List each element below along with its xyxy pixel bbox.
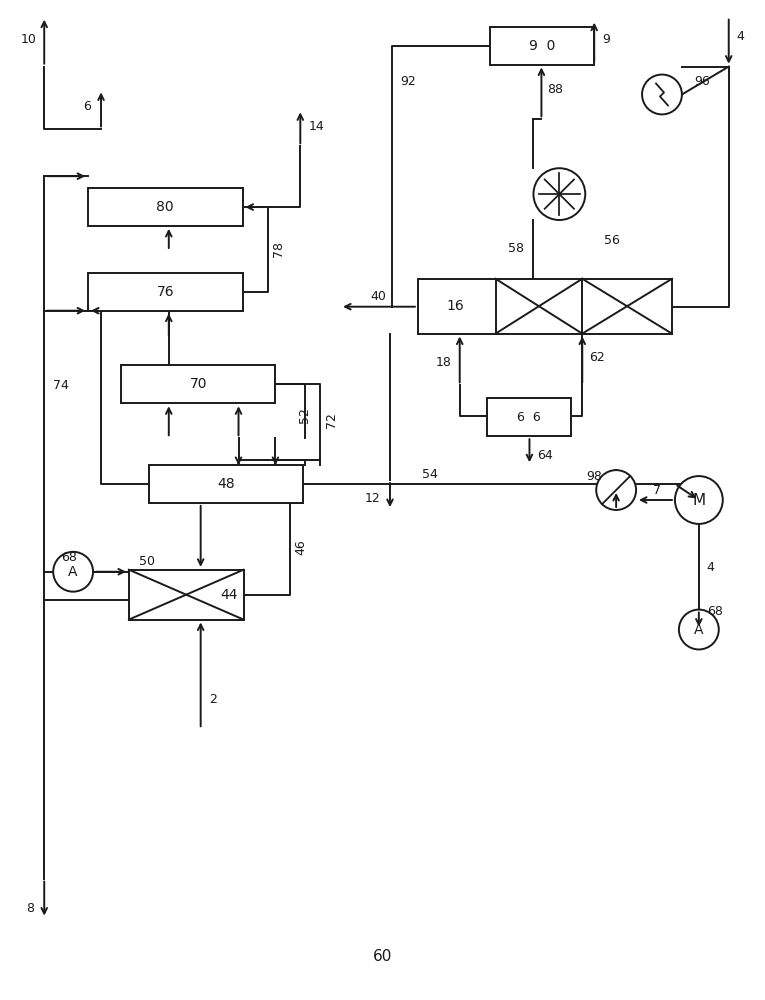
Text: 70: 70 xyxy=(190,377,207,391)
Text: 7: 7 xyxy=(653,484,661,497)
Text: 8: 8 xyxy=(26,902,34,915)
Text: 98: 98 xyxy=(586,470,602,483)
Text: 50: 50 xyxy=(139,555,155,568)
Bar xyxy=(487,398,571,436)
Text: 9: 9 xyxy=(602,33,610,46)
Text: 48: 48 xyxy=(217,477,235,491)
Circle shape xyxy=(642,75,682,114)
Text: 96: 96 xyxy=(694,75,710,88)
Text: 58: 58 xyxy=(509,242,525,255)
Bar xyxy=(149,465,303,503)
Bar xyxy=(88,273,243,311)
Text: M: M xyxy=(692,493,705,508)
Text: 14: 14 xyxy=(308,120,324,133)
Bar xyxy=(129,570,243,620)
Circle shape xyxy=(54,552,93,592)
Text: 72: 72 xyxy=(325,412,338,428)
Circle shape xyxy=(675,476,723,524)
Text: 2: 2 xyxy=(209,693,216,706)
Text: 16: 16 xyxy=(447,299,464,313)
Text: 60: 60 xyxy=(373,949,392,964)
Circle shape xyxy=(596,470,636,510)
Text: 54: 54 xyxy=(422,468,438,481)
Text: 12: 12 xyxy=(364,492,380,505)
Text: 10: 10 xyxy=(21,33,36,46)
Text: 40: 40 xyxy=(370,290,386,303)
Text: 52: 52 xyxy=(298,407,311,423)
Text: 78: 78 xyxy=(272,241,285,257)
Text: 80: 80 xyxy=(157,200,174,214)
Circle shape xyxy=(533,168,585,220)
Text: 6  6: 6 6 xyxy=(517,411,541,424)
Text: 62: 62 xyxy=(589,351,605,364)
Text: 4: 4 xyxy=(707,561,715,574)
Text: 56: 56 xyxy=(604,234,620,247)
Bar xyxy=(88,188,243,226)
Text: 92: 92 xyxy=(400,75,415,88)
Text: 18: 18 xyxy=(436,356,452,369)
Text: 6: 6 xyxy=(83,100,91,113)
Text: 68: 68 xyxy=(707,605,723,618)
Text: 4: 4 xyxy=(737,30,744,43)
Text: 9  0: 9 0 xyxy=(529,39,555,53)
Text: A: A xyxy=(694,623,704,637)
Text: 74: 74 xyxy=(54,379,69,392)
Text: A: A xyxy=(68,565,78,579)
Text: 64: 64 xyxy=(538,449,553,462)
Text: 88: 88 xyxy=(548,83,563,96)
Bar xyxy=(121,365,275,403)
Text: 68: 68 xyxy=(61,551,77,564)
Circle shape xyxy=(679,610,719,649)
Text: 76: 76 xyxy=(157,285,174,299)
Bar xyxy=(418,279,672,334)
Bar xyxy=(490,27,594,65)
Text: 46: 46 xyxy=(295,539,308,555)
Text: 44: 44 xyxy=(221,588,239,602)
